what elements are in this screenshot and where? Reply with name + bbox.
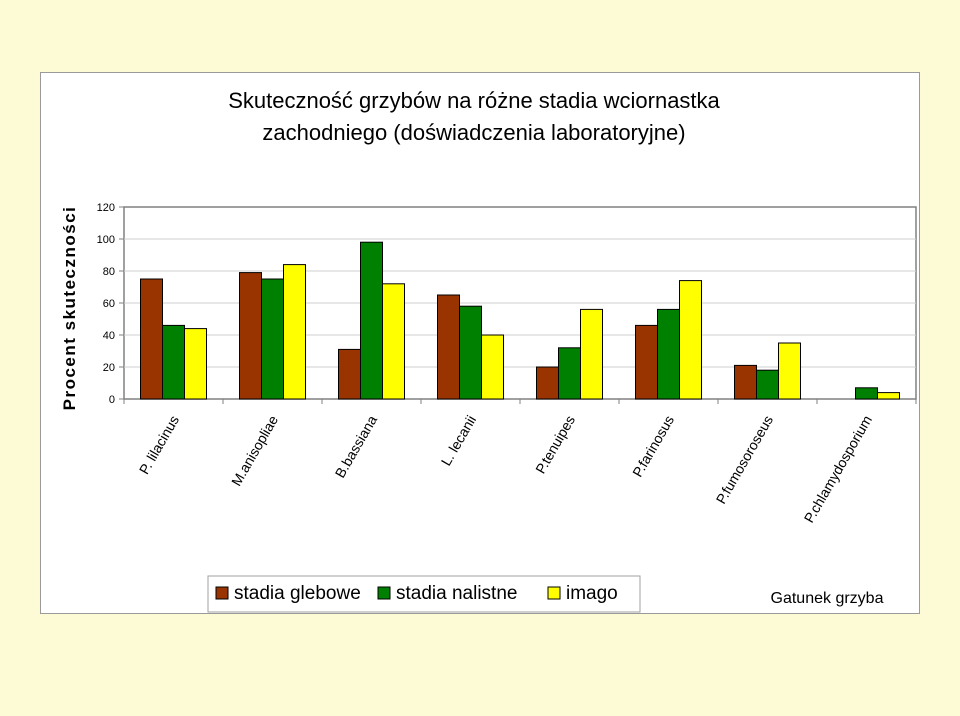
x-category-label: P.fumosoroseus [713, 413, 777, 507]
bar [657, 308, 680, 400]
x-category-label: L. lecanii [438, 413, 479, 469]
bar [437, 294, 460, 400]
legend: stadia glebowe stadia nalistne imago [215, 583, 618, 604]
y-axis-ticks: 0 20 40 60 80 100 120 [97, 202, 124, 406]
legend-label: imago [566, 583, 618, 604]
bar [778, 342, 801, 400]
bar [558, 347, 581, 400]
y-axis-label: Procent skuteczności [60, 206, 79, 411]
bar [481, 334, 504, 400]
legend-box [207, 575, 641, 613]
bar [536, 366, 559, 400]
bar [734, 364, 757, 400]
chart-title: Skuteczność grzybów na różne stadia wcio… [228, 88, 720, 145]
bar [679, 280, 702, 400]
bar [877, 392, 900, 400]
bar [261, 278, 284, 400]
y-tick-label: 20 [103, 362, 115, 374]
chart-title-line-1: Skuteczność grzybów na różne stadia wcio… [228, 88, 720, 113]
chart-title-line-2: zachodniego (doświadczenia laboratoryjne… [262, 120, 685, 145]
legend-swatch [547, 586, 561, 600]
bar [382, 283, 405, 400]
y-tick-label: 120 [97, 202, 115, 214]
y-tick-label: 0 [109, 394, 115, 406]
y-tick-label: 100 [97, 234, 115, 246]
bar [756, 369, 779, 400]
legend-label: stadia glebowe [234, 583, 361, 604]
bar [635, 324, 658, 400]
x-axis-categories: P. lilacinus M.anisopliae B.bassiana L. lec… [123, 399, 917, 526]
y-tick-label: 40 [103, 330, 115, 342]
x-category-label: P.chlamydosporium [801, 413, 875, 526]
bar [338, 348, 361, 400]
bar [184, 328, 207, 400]
bar [239, 272, 262, 400]
x-category-label: P.farinosus [629, 413, 677, 480]
x-category-label: P. lilacinus [136, 413, 182, 477]
y-tick-label: 60 [103, 298, 115, 310]
x-category-label: B.bassiana [332, 412, 381, 480]
bar [140, 278, 163, 400]
legend-label: stadia nalistne [396, 583, 517, 604]
x-category-label: M.anisopliae [228, 412, 281, 488]
legend-swatch [377, 586, 391, 600]
bars [140, 241, 900, 400]
x-axis-label: Gatunek grzyba [771, 590, 884, 607]
bar [580, 308, 603, 400]
bar [459, 305, 482, 400]
y-tick-label: 80 [103, 266, 115, 278]
bar [360, 241, 383, 400]
legend-swatch [215, 586, 229, 600]
bar [283, 264, 306, 400]
bar [162, 324, 185, 400]
bar [855, 387, 878, 400]
x-category-label: P.tenuipes [532, 413, 578, 477]
